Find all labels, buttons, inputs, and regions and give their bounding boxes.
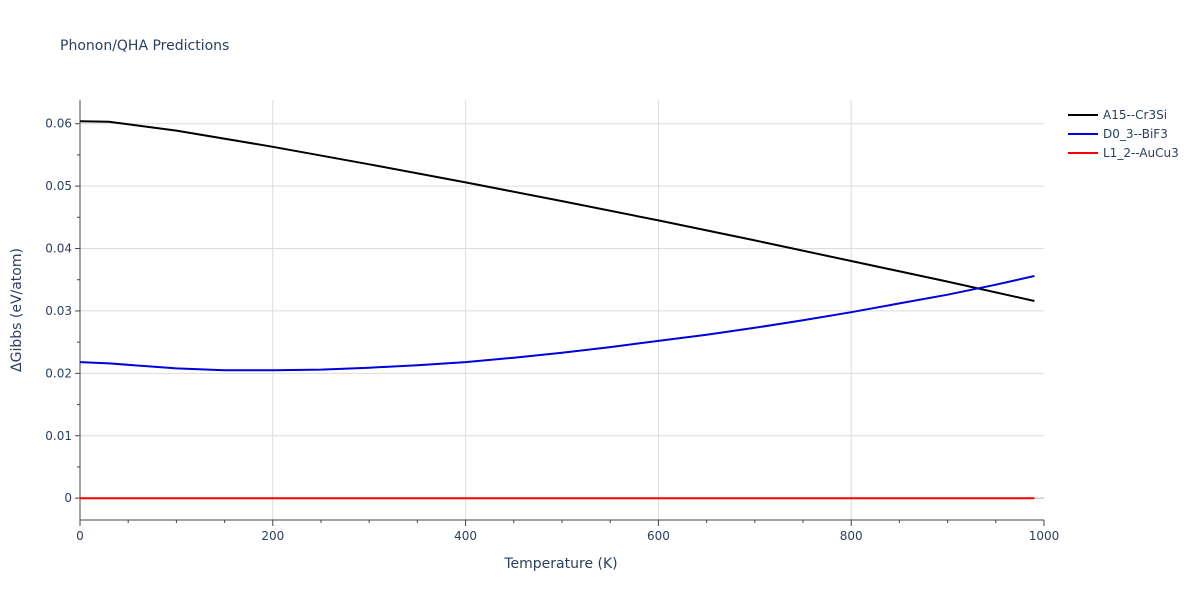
y-tick-label: 0.06 [45,117,72,131]
x-tick-label: 800 [840,529,863,543]
x-tick-label: 400 [454,529,477,543]
y-tick-label: 0.03 [45,304,72,318]
x-tick-label: 1000 [1029,529,1060,543]
series-line-D0_3--BiF3 [79,275,1035,372]
x-tick-label: 0 [76,529,84,543]
grid [80,100,1044,520]
legend-label: D0_3--BiF3 [1103,127,1168,141]
y-tick-label: 0.02 [45,366,72,380]
y-tick-label: 0 [64,491,72,505]
plot-area [79,120,1035,500]
x-axis-title: Temperature (K) [503,556,617,572]
x-tick-label: 200 [261,529,284,543]
x-tick-label: 600 [647,529,670,543]
y-tick-label: 0.05 [45,179,72,193]
axes: 0 200 400 600 800 1000 0 0.01 0.02 0.03 0.04 0.05 0.… [45,100,1059,543]
legend: A15--Cr3Si D0_3--BiF3 L1_2--AuCu3 [1068,108,1179,160]
series-line-A15--Cr3Si [79,120,1035,302]
legend-label: A15--Cr3Si [1103,108,1167,122]
legend-label: L1_2--AuCu3 [1103,146,1179,160]
chart-title: Phonon/QHA Predictions [60,38,229,54]
y-tick-label: 0.01 [45,429,72,443]
y-tick-label: 0.04 [45,242,72,256]
y-axis-title: ΔGibbs (eV/atom) [9,248,25,372]
